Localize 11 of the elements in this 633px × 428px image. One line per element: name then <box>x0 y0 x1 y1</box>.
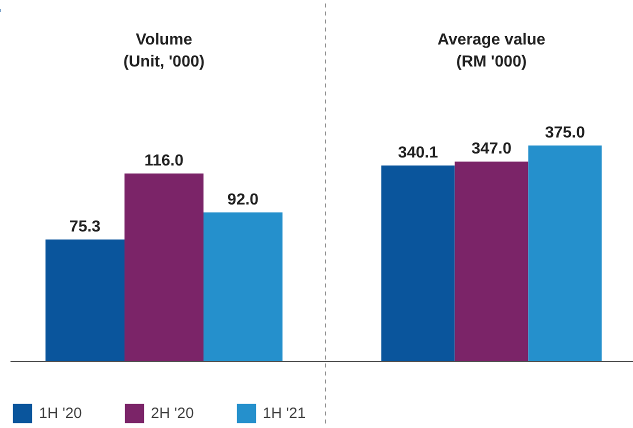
legend-label: 2H '20 <box>150 404 194 422</box>
data-label: 75.3 <box>69 218 101 236</box>
data-label: 347.0 <box>471 140 512 158</box>
legend-label: 1H '21 <box>262 404 306 422</box>
legend-label: 1H '20 <box>39 404 82 422</box>
data-label: 375.0 <box>544 124 586 142</box>
data-label: 340.1 <box>398 144 438 162</box>
data-label: 116.0 <box>144 152 184 170</box>
chart-title: Volume (Unit, '000) <box>123 32 205 71</box>
chart-title: Average value (RM '000) <box>438 32 546 71</box>
data-label: 92.0 <box>227 191 259 208</box>
